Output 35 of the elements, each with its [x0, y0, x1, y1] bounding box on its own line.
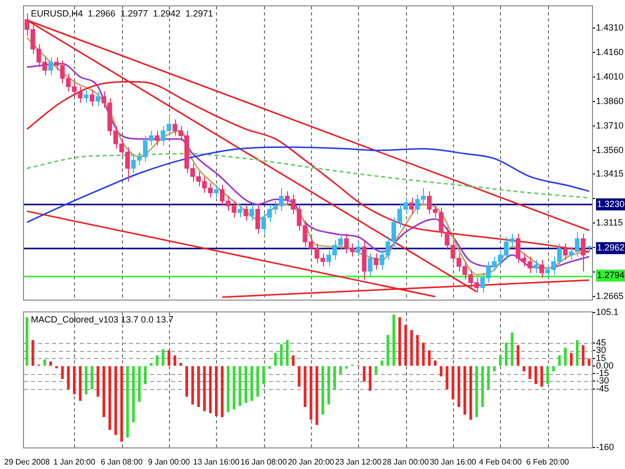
x-tick-label: 4 Feb 04:00: [478, 457, 522, 466]
y-tick-label: -45: [596, 383, 610, 394]
x-tick-label: 29 Dec 2008: [4, 457, 50, 466]
x-tick-label: 9 Jan 00:00: [148, 457, 190, 466]
y-tick-label: -15: [596, 368, 610, 378]
ref-line-label: 1.2962: [597, 242, 625, 253]
x-tick-label: 6 Feb 20:00: [526, 457, 570, 466]
chart-title: MACD_Colored_v103 13.7 0.0 13.7: [30, 314, 174, 324]
y-tick-label: 30: [596, 345, 606, 356]
y-tick-label: 1.3115: [596, 218, 623, 228]
x-tick-label: 16 Jan 08:00: [240, 457, 288, 466]
y-tick-label: 1.3415: [596, 168, 624, 179]
y-tick-label: 105.1: [596, 306, 619, 317]
y-tick-label: 1.4160: [596, 46, 624, 57]
y-tick-label: 1.3710: [596, 120, 624, 130]
chart-title: EURUSD,H4 1.2966 1.2977 1.2942 1.2971: [30, 8, 213, 18]
x-tick-label: 28 Jan 00:00: [382, 457, 430, 466]
y-tick-label: -160: [596, 442, 614, 452]
y-tick-label: 1.2665: [596, 291, 624, 302]
x-tick-label: 13 Jan 16:00: [193, 457, 240, 466]
y-tick-label: 1.4310: [596, 22, 624, 32]
x-tick-label: 23 Jan 12:00: [335, 457, 382, 466]
y-tick-label: 15: [596, 352, 606, 363]
x-tick-label: 6 Jan 08:00: [100, 457, 144, 466]
y-tick-label: 0.00: [596, 360, 614, 370]
x-tick-label: 1 Jan 20:00: [53, 457, 96, 466]
y-tick-label: 1.3860: [596, 96, 624, 106]
y-tick-label: -30: [596, 376, 610, 386]
y-tick-label: 1.3560: [596, 144, 624, 155]
x-tick-label: 20 Jan 20:00: [288, 457, 335, 466]
ref-line-label: 1.3230: [597, 198, 625, 209]
y-tick-label: 1.4010: [596, 71, 624, 82]
ref-line-label: 1.2794: [597, 270, 625, 280]
y-tick-label: 45: [596, 337, 606, 348]
x-tick-label: 30 Jan 16:00: [430, 457, 477, 466]
